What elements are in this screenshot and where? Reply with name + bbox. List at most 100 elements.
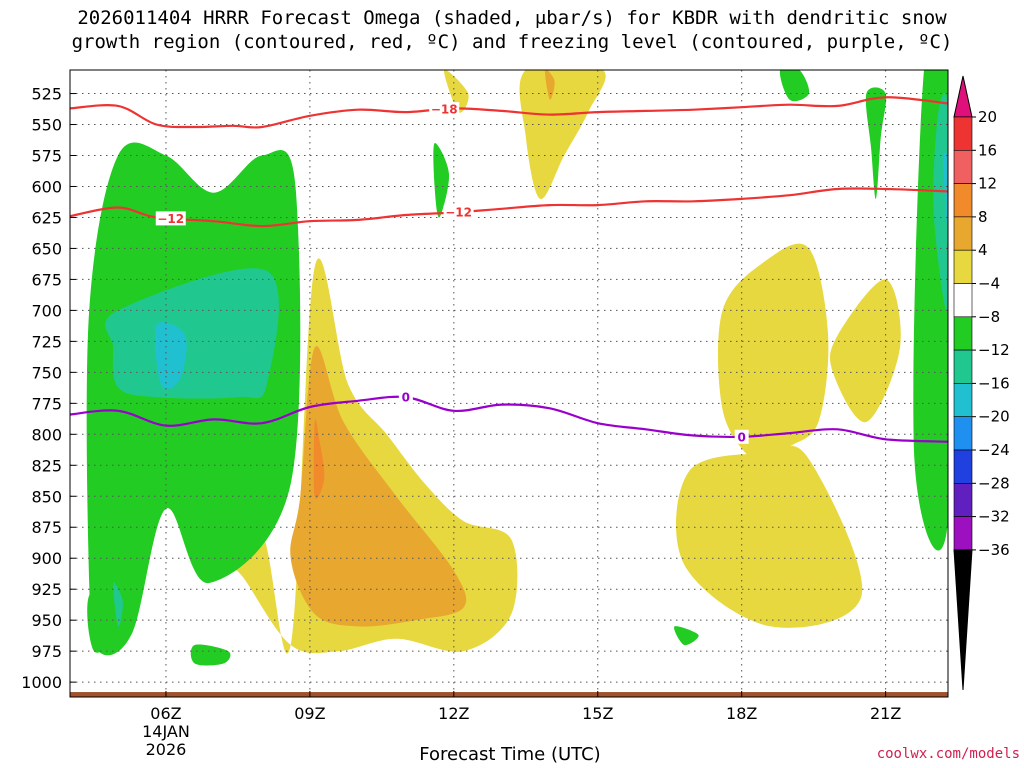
y-tick-label: 525 [31, 85, 62, 104]
colorbar-label: −20 [978, 408, 1010, 426]
y-tick-label: 575 [31, 147, 62, 166]
colorbar-label: −4 [978, 275, 1000, 293]
colorbar-swatch [953, 383, 973, 417]
x-tick-label: 12Z [438, 704, 469, 723]
x-tick-label: 15Z [582, 704, 613, 723]
contour-minus18-label-bg [429, 102, 460, 117]
omega-region-1 [290, 345, 467, 627]
y-tick-label: 850 [31, 487, 62, 506]
contour-minus12-label-bg [155, 211, 186, 226]
y-tick-label: 550 [31, 116, 62, 135]
title-line-1: 2026011404 HRRR Forecast Omega (shaded, … [77, 7, 947, 29]
colorbar-top-arrow [953, 75, 973, 118]
y-tick-label: 600 [31, 177, 62, 196]
grid-lines [70, 70, 948, 697]
contour-minus18-label: −18 [431, 103, 458, 117]
y-tick-label: 625 [31, 208, 62, 227]
colorbar-bottom-arrow [953, 549, 973, 691]
contour-freezing-label: 0 [402, 391, 410, 405]
contour-minus12-label: −12 [157, 212, 184, 226]
colorbar-label: 16 [978, 141, 997, 159]
omega-region-21 [943, 152, 948, 236]
colorbar-label: −32 [978, 508, 1010, 526]
contour-freezing-label: 0 [738, 430, 746, 444]
colorbar-swatch [953, 283, 973, 318]
x-tick-label: 09Z [294, 704, 325, 723]
colorbar-swatch [953, 516, 973, 551]
omega-shading [86, 70, 948, 666]
y-tick-label: 650 [31, 239, 62, 258]
y-tick-label: 900 [31, 549, 62, 568]
x-tick-date: 14JAN [142, 722, 190, 741]
colorbar-swatch [953, 150, 973, 184]
contour-minus12-line [70, 187, 948, 228]
colorbar-label: −36 [978, 541, 1010, 559]
colorbar-label: −28 [978, 474, 1010, 492]
terrain-band [70, 692, 948, 697]
colorbar: 20 16 12 8 4 −4 −8 −12 −16 −20 −24 −28 −32 −36 [953, 75, 1010, 691]
y-tick-label: 750 [31, 363, 62, 382]
colorbar-swatch [953, 349, 973, 384]
y-tick-label: 800 [31, 425, 62, 444]
y-tick-label: 875 [31, 518, 62, 537]
colorbar-label: 20 [978, 108, 997, 126]
contour-freezing-label-bg [734, 429, 749, 444]
colorbar-label: −16 [978, 374, 1010, 392]
omega-region-7 [675, 446, 863, 628]
colorbar-label: −12 [978, 341, 1010, 359]
colorbar-label: 8 [978, 208, 988, 226]
colorbar-swatch [953, 482, 973, 517]
colorbar-swatch [953, 416, 973, 451]
omega-region-15 [674, 626, 699, 646]
colorbar-label: −24 [978, 441, 1010, 459]
omega-region-17 [779, 70, 810, 102]
y-tick-label: 725 [31, 332, 62, 351]
omega-region-14 [433, 142, 450, 218]
y-tick-label: 675 [31, 270, 62, 289]
y-tick-label: 775 [31, 394, 62, 413]
colorbar-swatch [953, 249, 973, 284]
x-tick-label: 18Z [726, 704, 757, 723]
contour-minus18-line [70, 96, 948, 129]
y-tick-label: 1000 [21, 673, 62, 692]
contour-freezing-label-bg [398, 390, 413, 405]
omega-region-16 [190, 644, 231, 666]
omega-region-8 [829, 279, 901, 423]
omega-region-5 [544, 70, 555, 100]
omega-region-3 [444, 70, 469, 113]
colorbar-label: 12 [978, 175, 997, 193]
y-tick-label: 825 [31, 456, 62, 475]
y-tick-label: 700 [31, 301, 62, 320]
x-tick-label: 21Z [870, 704, 901, 723]
colorbar-swatch [953, 216, 973, 251]
contour-minus12-label-bg [443, 205, 474, 220]
x-tick-label: 06Z [150, 704, 181, 723]
colorbar-swatch [953, 449, 973, 484]
x-axis-title: Forecast Time (UTC) [419, 744, 601, 765]
y-tick-label: 975 [31, 642, 62, 661]
plot-border [69, 69, 949, 698]
omega-region-6 [717, 243, 829, 464]
y-axis: 525 550 575 600 625 650 675 700 725 750 775 800 825 8… [21, 85, 76, 692]
x-tick-year: 2026 [146, 740, 187, 759]
colorbar-label: 4 [978, 241, 988, 259]
colorbar-swatch [953, 116, 973, 151]
omega-region-11 [105, 268, 279, 399]
credit-link[interactable]: coolwx.com/models [876, 746, 1020, 762]
y-tick-label: 925 [31, 580, 62, 599]
omega-region-0 [222, 258, 518, 654]
contour-freezing-line [70, 395, 948, 443]
chart-title: 2026011404 HRRR Forecast Omega (shaded, … [0, 6, 1024, 54]
omega-region-2 [313, 419, 325, 499]
y-tick-label: 950 [31, 611, 62, 630]
contour-minus12-label: −12 [445, 206, 472, 220]
title-line-2: growth region (contoured, red, ºC) and f… [71, 31, 953, 53]
omega-region-20 [933, 93, 948, 313]
contour-lines: −18 −12 −12 0 0 [70, 96, 948, 444]
plot-area: −18 −12 −12 0 0 [70, 70, 948, 697]
omega-region-4 [519, 70, 606, 199]
omega-region-18 [865, 87, 887, 199]
colorbar-swatch [953, 316, 973, 351]
